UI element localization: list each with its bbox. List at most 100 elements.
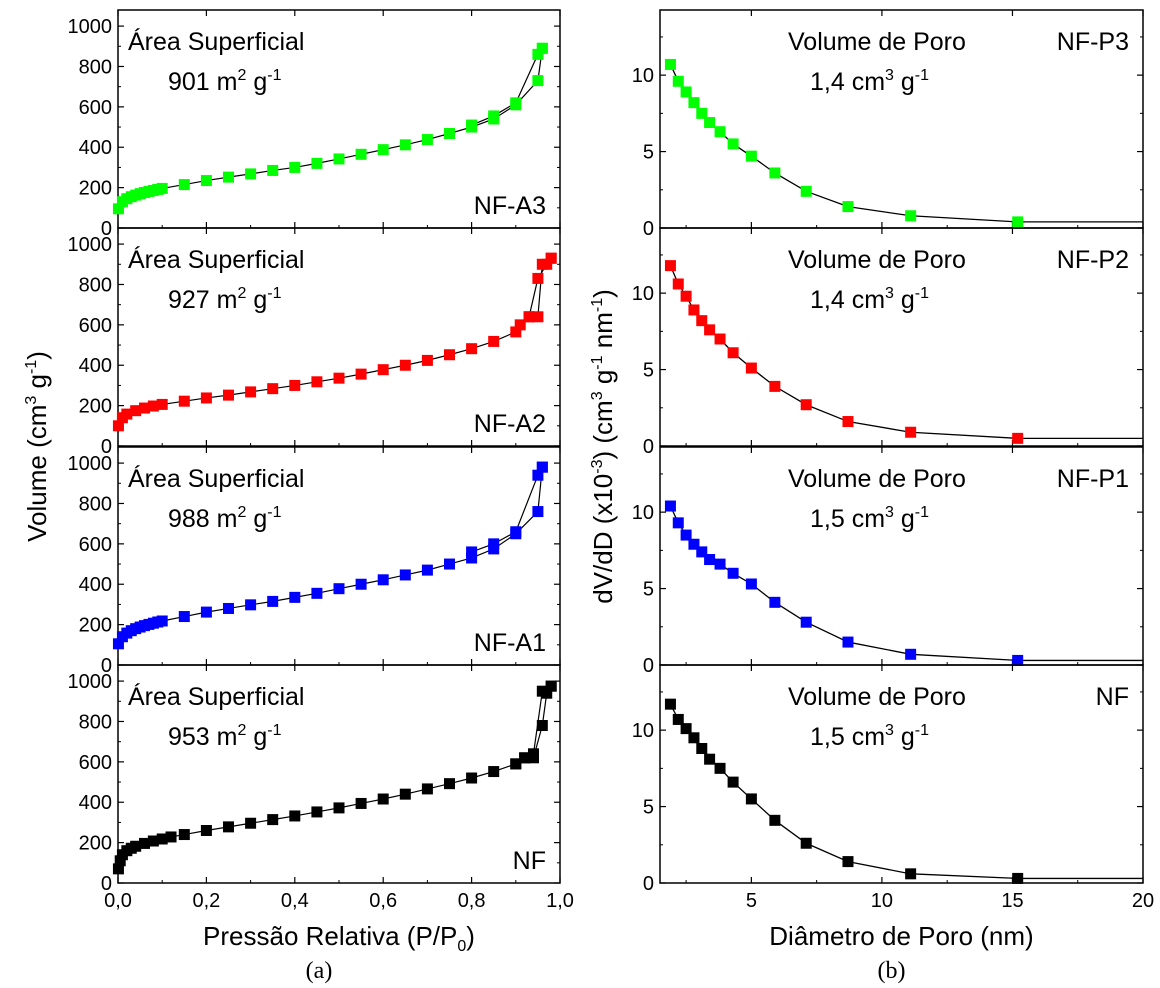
adsorption-point (156, 182, 168, 194)
distribution-point (842, 856, 854, 868)
panel-value: 988 m2 g-1 (168, 504, 282, 533)
adsorption-point (311, 806, 323, 818)
adsorption-point (399, 139, 411, 151)
panel-title: Área Superficial (128, 464, 304, 493)
y-tick-label: 10 (632, 65, 654, 87)
desorption-point (466, 546, 478, 558)
distribution-point (680, 723, 692, 735)
adsorption-point (466, 772, 478, 784)
sample-label: NF-P2 (1057, 246, 1129, 274)
adsorption-point (355, 797, 367, 809)
panel-value: 953 m2 g-1 (168, 722, 282, 751)
adsorption-point (311, 587, 323, 599)
adsorption-point (333, 372, 345, 384)
y-tick-label: 200 (79, 178, 112, 200)
distribution-point (745, 150, 757, 162)
x-tick-label: 0,8 (458, 890, 486, 912)
desorption-point (510, 97, 522, 109)
sample-label: NF-A1 (474, 629, 546, 657)
y-tick-label: 600 (79, 315, 112, 337)
adsorption-point (421, 564, 433, 576)
panel-title: Volume de Poro (788, 246, 966, 274)
distribution-point (680, 529, 692, 541)
y-tick-label: 1000 (68, 671, 113, 693)
caption-b: (b) (878, 958, 906, 984)
distribution-point (688, 304, 700, 316)
adsorption-point (289, 379, 301, 391)
distribution-point (664, 58, 676, 70)
distribution-point (905, 868, 917, 880)
adsorption-point (289, 161, 301, 173)
distribution-point (1012, 432, 1024, 444)
distribution-point (664, 260, 676, 272)
adsorption-point (223, 602, 234, 614)
y-tick-label: 10 (632, 283, 654, 305)
distribution-point (769, 380, 781, 392)
adsorption-point (121, 408, 133, 420)
x-tick-label: 0,0 (104, 890, 132, 912)
y-tick-label: 800 (79, 493, 112, 515)
desorption-point (532, 469, 544, 481)
adsorption-point (333, 153, 345, 165)
y-tick-label: 200 (79, 396, 112, 418)
y-tick-label: 400 (79, 355, 112, 377)
adsorption-point (488, 335, 500, 347)
adsorption-point (377, 793, 389, 805)
adsorption-point (532, 75, 544, 87)
adsorption-point (267, 595, 279, 607)
x-axis-title-a: Pressão Relativa (P/P0) (203, 921, 475, 955)
sample-label: NF (1096, 683, 1129, 711)
adsorption-point (444, 128, 455, 140)
y-tick-label: 400 (79, 137, 112, 159)
distribution-point (696, 107, 708, 119)
distribution-point (696, 546, 708, 558)
distribution-point (842, 636, 854, 648)
desorption-point (523, 311, 535, 323)
adsorption-point (200, 606, 212, 618)
adsorption-point (245, 599, 257, 611)
adsorption-point (355, 148, 367, 160)
y-tick-label: 10 (632, 720, 654, 742)
distribution-point (704, 324, 716, 336)
distribution-point (664, 698, 676, 710)
adsorption-point (114, 855, 126, 867)
panel-b-nf: 0 5 10 Volume de Poro 1,5 cm3 g-1 NF (632, 664, 1144, 895)
adsorption-point (377, 574, 389, 586)
x-tick-label: 0,6 (369, 890, 397, 912)
distribution-point (769, 596, 781, 608)
y-axis-title-b: dV/dD (x10-3) (cm3 g-1 nm-1) (588, 289, 618, 604)
distribution-point (727, 347, 739, 359)
sample-label: NF-P1 (1057, 465, 1129, 493)
panel-frame (659, 664, 1144, 884)
adsorption-point (147, 835, 159, 847)
sample-label: NF-A3 (474, 192, 546, 220)
y-tick-label: 0 (101, 873, 112, 895)
distribution-point (688, 538, 700, 550)
distribution-point (680, 86, 692, 98)
adsorption-point (139, 837, 151, 849)
y-tick-label: 0 (643, 436, 654, 458)
distribution-point (664, 500, 676, 512)
y-tick-label: 1000 (68, 16, 113, 38)
x-tick-label: 15 (1001, 890, 1023, 912)
adsorption-point (223, 821, 234, 833)
y-tick-label: 5 (643, 797, 654, 819)
distribution-point (714, 126, 726, 138)
adsorption-line-nf (117, 685, 552, 869)
distribution-point (672, 278, 684, 290)
distribution-point (714, 762, 726, 774)
chart-b-pore-distribution: 0 5 10 Volume de Poro 1,4 cm3 g-1 NF-P3 0 5 10 Vo… (588, 9, 1154, 984)
adsorption-point (399, 569, 411, 581)
distribution-point (672, 713, 684, 725)
y-tick-label: 800 (79, 274, 112, 296)
distribution-point (704, 753, 716, 765)
adsorption-point (466, 552, 478, 564)
adsorption-point (223, 171, 234, 183)
distribution-point (696, 742, 708, 754)
adsorption-point (112, 863, 124, 875)
panel-a-nf-a2: 0 200 400 600 800 1000 Área Superficial 927 m2 … (68, 227, 561, 458)
distribution-point (714, 333, 726, 345)
y-tick-label: 800 (79, 711, 112, 733)
adsorption-point (510, 326, 522, 338)
